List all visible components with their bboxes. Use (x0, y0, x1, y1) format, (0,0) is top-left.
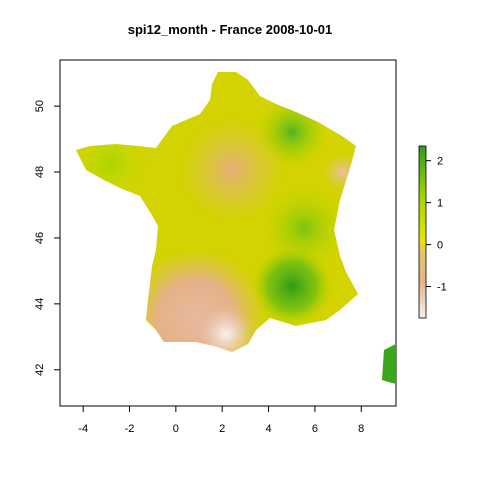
spi-raster-layer (76, 72, 396, 384)
map-title: spi12_month - France 2008-10-01 (127, 22, 333, 37)
y-tick-label: 50 (34, 100, 46, 112)
x-tick-label: 6 (312, 423, 318, 435)
y-tick-label: 44 (34, 298, 46, 310)
x-tick-label: 4 (265, 423, 271, 435)
y-tick-label: 48 (34, 166, 46, 178)
y-tick-label: 46 (34, 232, 46, 244)
colorbar-ramp (418, 145, 427, 319)
colorbar: 2 1 0 -1 (418, 145, 447, 319)
x-axis: -4 -2 0 2 4 6 8 (78, 406, 364, 435)
y-axis: 42 44 46 48 50 (34, 100, 60, 376)
x-tick-label: -4 (78, 423, 88, 435)
x-tick-label: 8 (358, 423, 364, 435)
colorbar-ticks: 2 1 0 -1 (426, 156, 447, 294)
colorbar-tick-label: 2 (437, 156, 443, 168)
colorbar-tick-label: 1 (437, 198, 443, 210)
y-tick-label: 42 (34, 364, 46, 376)
x-tick-label: -2 (125, 423, 135, 435)
x-tick-label: 2 (219, 423, 225, 435)
colorbar-tick-label: 0 (437, 240, 443, 252)
colorbar-tick-label: -1 (437, 282, 447, 294)
x-tick-label: 0 (173, 423, 179, 435)
plot-frame (59, 59, 397, 407)
